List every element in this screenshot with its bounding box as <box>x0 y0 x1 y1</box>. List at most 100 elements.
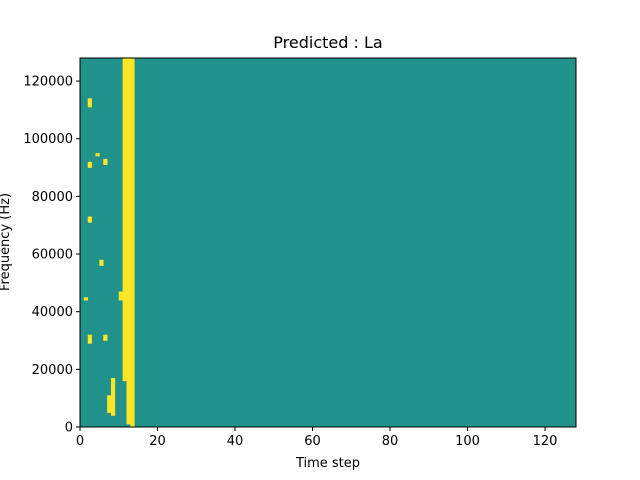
heatmap-cell-high <box>130 112 135 116</box>
heatmap-cell-high <box>122 213 127 217</box>
heatmap-cell-high <box>130 156 135 160</box>
heatmap-cell-high <box>122 262 127 266</box>
heatmap-cell-high <box>122 202 127 206</box>
heatmap-cell-high <box>107 409 112 413</box>
heatmap-cell-high <box>130 242 135 246</box>
heatmap-cell-high <box>130 147 135 151</box>
x-axis-ticks: 0 20 40 60 80 100 120 <box>76 427 557 449</box>
heatmap-cell-high <box>122 104 127 108</box>
heatmap-cell-high <box>87 340 92 344</box>
heatmap-cell-high <box>126 274 131 278</box>
heatmap-cell-high <box>130 274 135 278</box>
heatmap-cell-high <box>126 279 131 284</box>
heatmap-cell-high <box>126 83 131 88</box>
heatmap-cell-high <box>126 190 131 194</box>
heatmap-cell-high <box>130 210 135 214</box>
heatmap-cell-high <box>126 317 131 321</box>
heatmap-cell-high <box>126 95 131 99</box>
heatmap-cell-high <box>130 193 135 197</box>
heatmap-cell-high <box>122 233 127 238</box>
heatmap-cell-high <box>130 386 135 390</box>
heatmap-cell-high <box>122 357 127 361</box>
heatmap-cell-high <box>122 366 127 370</box>
heatmap-cell-high <box>126 294 131 298</box>
heatmap-cell-high <box>126 72 131 76</box>
heatmap-cell-high <box>126 311 131 315</box>
heatmap-cell-high <box>122 81 127 85</box>
heatmap-cell-high <box>122 279 127 284</box>
heatmap-cell-high <box>130 291 135 295</box>
heatmap-cell-high <box>122 259 127 263</box>
heatmap-cell-high <box>122 363 127 367</box>
heatmap-cell-high <box>111 401 116 405</box>
heatmap-cell-high <box>122 112 127 116</box>
heatmap-cell-high <box>111 389 116 393</box>
heatmap-cell-high <box>130 121 135 125</box>
heatmap-cell-high <box>126 164 131 168</box>
heatmap-cell-high <box>95 153 100 157</box>
y-tick-label: 80000 <box>32 190 73 205</box>
heatmap-cell-high <box>126 300 131 304</box>
x-axis-label: Time step <box>295 456 360 471</box>
chart-title: Predicted : La <box>273 33 382 52</box>
heatmap-cell-high <box>130 170 135 174</box>
heatmap-cell-high <box>111 392 116 396</box>
heatmap-cell-high <box>122 124 127 128</box>
heatmap-cell-high <box>126 187 131 191</box>
heatmap-cell-high <box>122 277 127 281</box>
heatmap-cell-high <box>130 115 135 119</box>
heatmap-cell-high <box>130 202 135 206</box>
x-tick-label: 20 <box>149 434 166 449</box>
heatmap-cell-high <box>122 340 127 344</box>
heatmap-cell-high <box>130 167 135 171</box>
heatmap-cell-high <box>130 63 135 67</box>
heatmap-cell-high <box>122 354 127 359</box>
heatmap-cell-high <box>126 138 131 142</box>
x-tick-label: 80 <box>382 434 399 449</box>
heatmap-cell-high <box>122 297 127 301</box>
heatmap-cell-high <box>126 340 131 344</box>
heatmap-cell-high <box>126 357 131 361</box>
heatmap-cell-high <box>122 199 127 203</box>
heatmap-cell-high <box>126 314 131 318</box>
heatmap-cell-high <box>126 124 131 128</box>
heatmap-cell-high <box>122 230 127 235</box>
heatmap-cell-high <box>122 294 127 298</box>
heatmap-cell-high <box>122 60 127 65</box>
heatmap-cell-high <box>130 60 135 65</box>
heatmap-cell-high <box>107 401 112 405</box>
heatmap-cell-high <box>130 334 135 338</box>
heatmap-cell-high <box>122 265 127 269</box>
heatmap-cell-high <box>126 403 131 408</box>
heatmap-cell-high <box>87 216 92 220</box>
heatmap-cell-high <box>130 66 135 70</box>
heatmap-cell-high <box>130 254 135 258</box>
x-tick-label: 40 <box>227 434 244 449</box>
heatmap-cell-high <box>122 101 127 105</box>
heatmap-cell-high <box>122 207 127 212</box>
heatmap-cell-high <box>126 412 131 416</box>
heatmap-cell-high <box>87 334 92 338</box>
heatmap-cell-high <box>130 412 135 416</box>
heatmap-cell-high <box>126 225 131 229</box>
heatmap-cell-high <box>126 132 131 137</box>
heatmap-cell-high <box>126 337 131 341</box>
heatmap-cell-high <box>126 346 131 350</box>
heatmap-cell-high <box>126 147 131 151</box>
y-axis-ticks: 0 20000 40000 60000 80000 100000 120000 <box>23 75 80 436</box>
heatmap-cell-high <box>130 153 135 157</box>
heatmap-cell-high <box>122 323 127 327</box>
heatmap-cell-high <box>122 78 127 82</box>
heatmap-cell-high <box>130 179 135 183</box>
heatmap-cell-high <box>126 179 131 183</box>
heatmap-cell-high <box>126 386 131 390</box>
heatmap-cell-high <box>126 153 131 157</box>
y-tick-label: 120000 <box>23 75 73 90</box>
heatmap-cell-high <box>126 277 131 281</box>
heatmap-cell-high <box>122 228 127 232</box>
heatmap-cell-high <box>122 285 127 289</box>
heatmap-cell-high <box>126 401 131 405</box>
heatmap-cell-high <box>126 75 131 79</box>
heatmap-cell-high <box>118 291 123 295</box>
heatmap-cell-high <box>130 58 135 62</box>
